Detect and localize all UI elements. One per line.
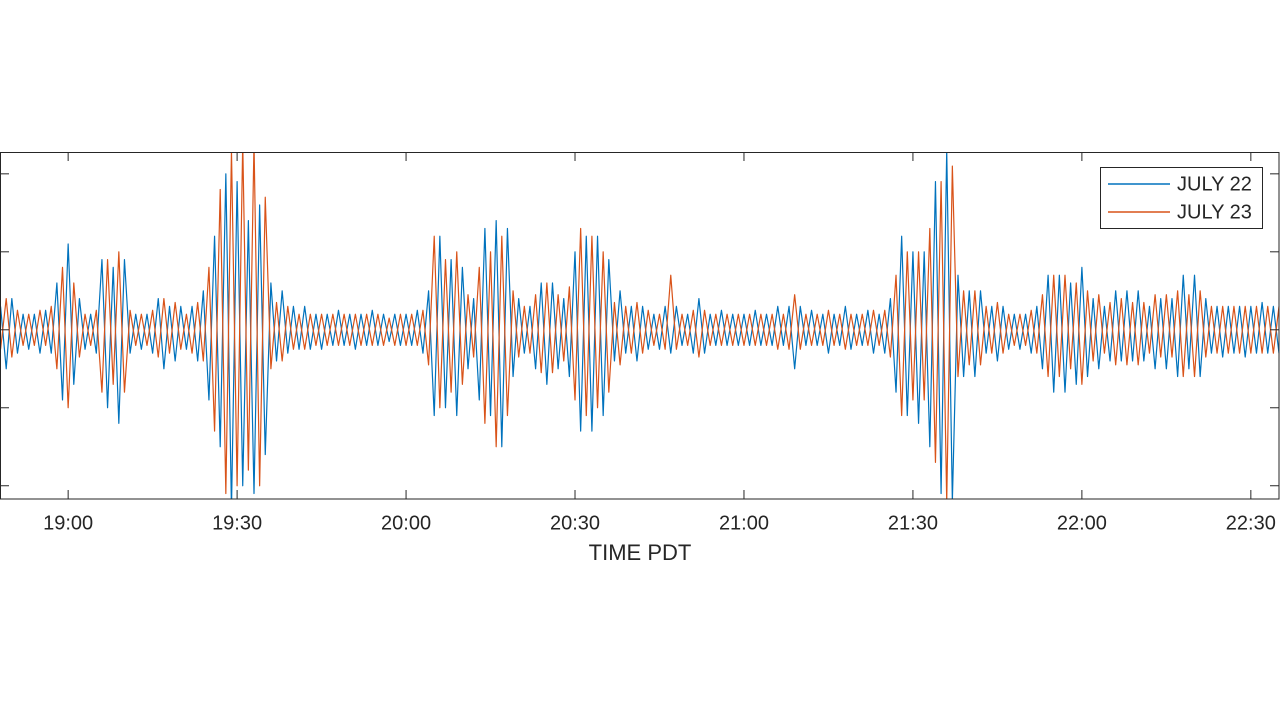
x-tick-label: 19:00 (43, 512, 93, 534)
x-tick-label: 19:30 (212, 512, 262, 534)
series-line (0, 152, 1280, 499)
legend-label: JULY 22 (1177, 173, 1252, 195)
x-tick-label: 20:30 (550, 512, 600, 534)
x-tick-label: 22:00 (1057, 512, 1107, 534)
x-tick-label: 21:30 (888, 512, 938, 534)
x-tick-label: 20:00 (381, 512, 431, 534)
series-line (0, 152, 1280, 499)
legend-box (1100, 167, 1263, 229)
plot-area (0, 152, 1280, 499)
x-tick-label: 21:00 (719, 512, 769, 534)
x-axis-label: TIME PDT (589, 540, 692, 565)
x-tick-label: 22:30 (1226, 512, 1276, 534)
legend-label: JULY 23 (1177, 201, 1252, 223)
axes-box (0, 152, 1280, 500)
